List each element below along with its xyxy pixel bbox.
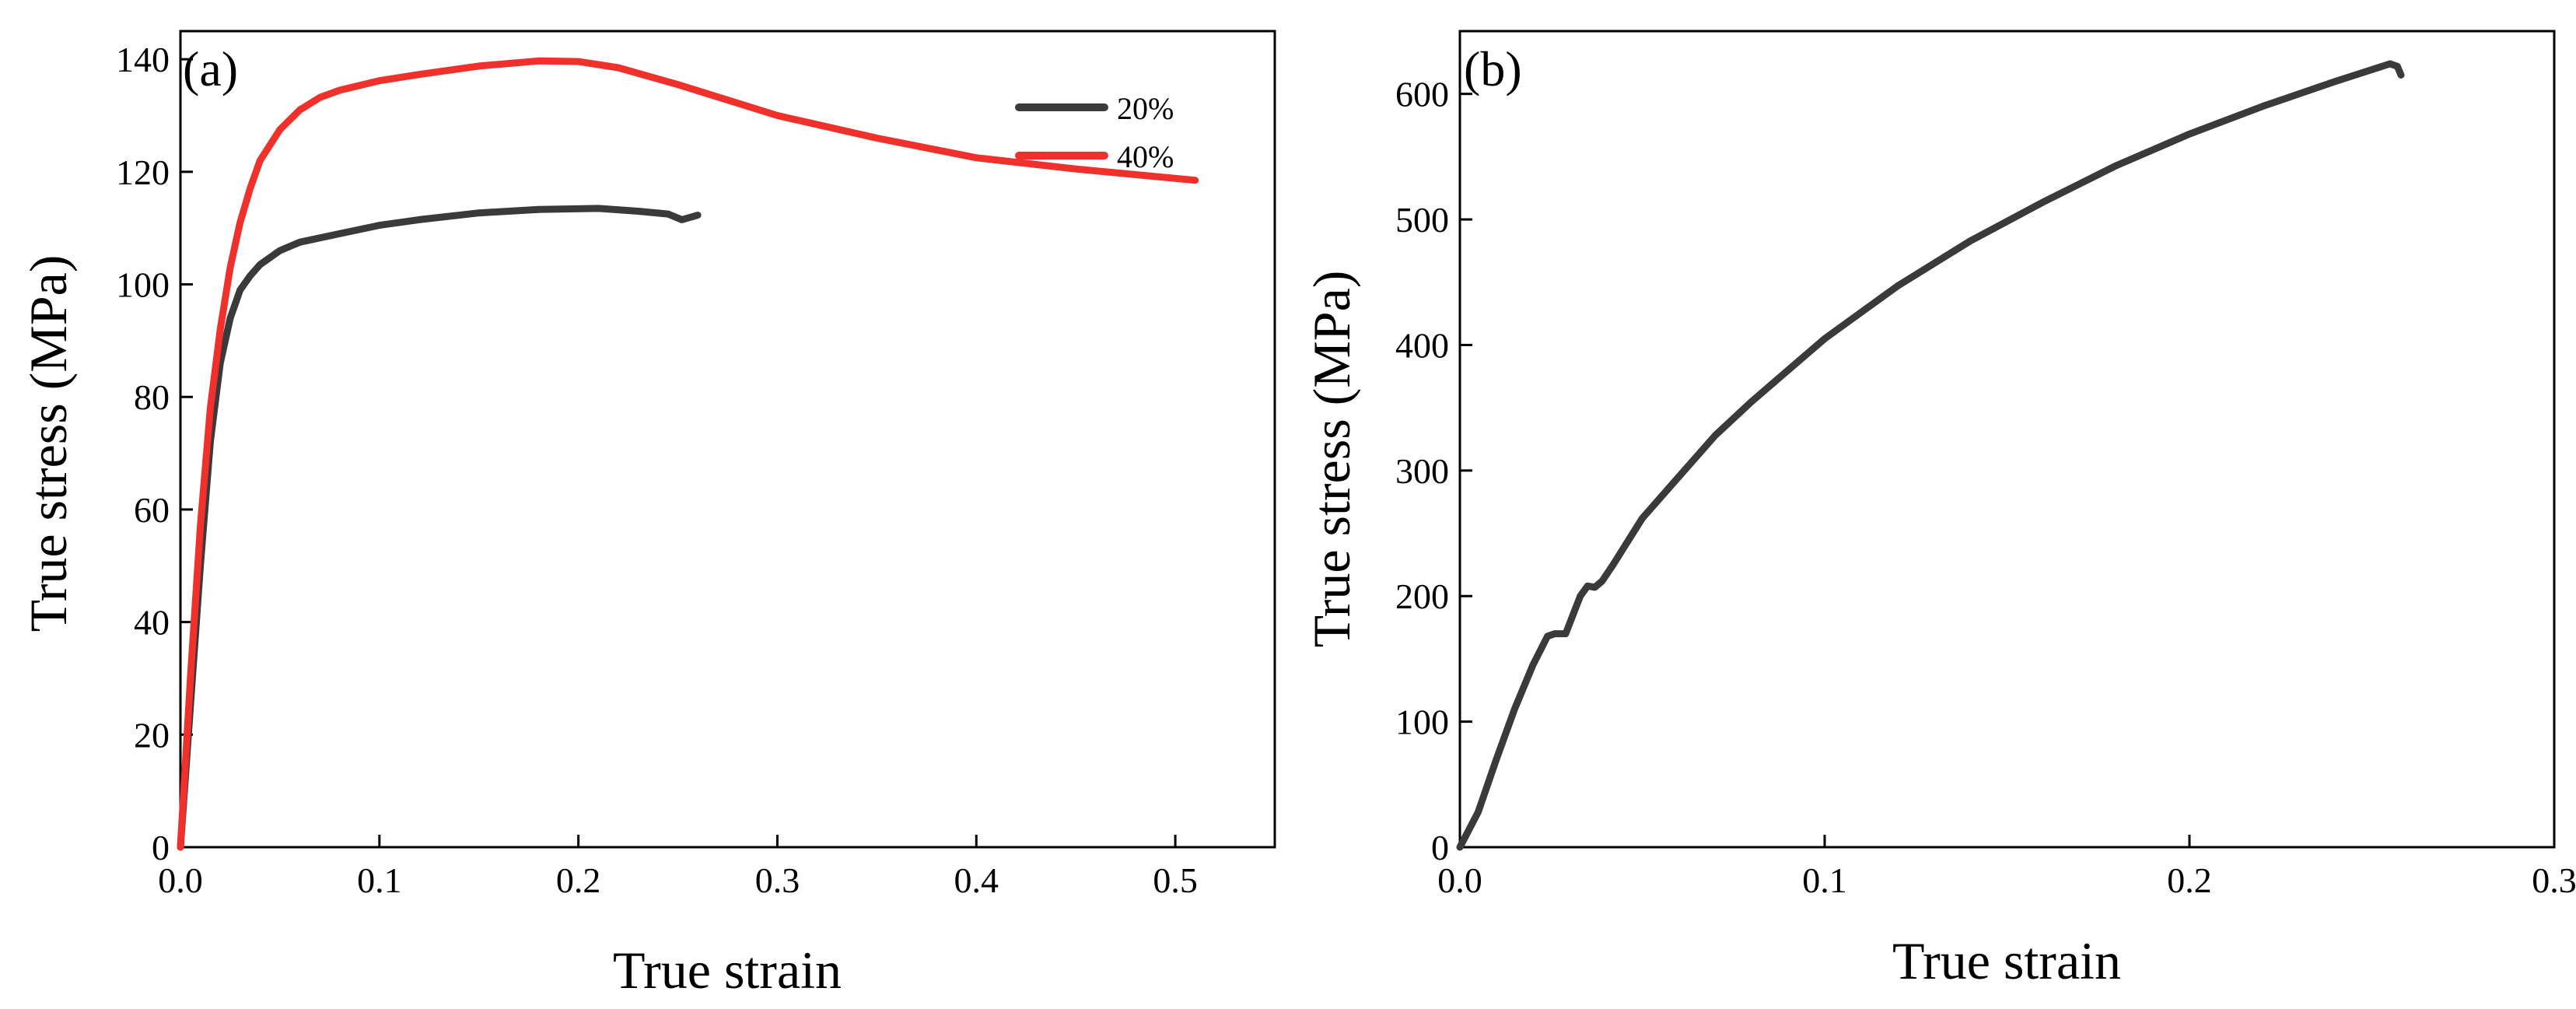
panel-label-b: (b) — [1464, 41, 1522, 96]
plot-frame-a — [179, 30, 1276, 849]
series-group-b — [1456, 60, 2405, 851]
y-tick-label: 40 — [134, 603, 170, 643]
x-tick-label: 0.3 — [755, 860, 800, 900]
y-tick-label: 60 — [134, 490, 170, 530]
y-ticks-b: 0 100 200 300 400 500 600 — [1395, 75, 1472, 867]
x-tick-label: 0.4 — [954, 860, 999, 900]
y-tick-label: 140 — [116, 40, 170, 79]
y-tick-label: 0 — [1431, 828, 1449, 867]
series-line-a-20pct — [177, 205, 702, 851]
y-tick-label: 120 — [116, 152, 170, 192]
y-tick-label: 400 — [1395, 325, 1449, 365]
y-tick-label: 300 — [1395, 451, 1449, 491]
y-tick-label: 100 — [1395, 702, 1449, 742]
y-ticks-a: 0 20 40 60 80 100 120 140 — [116, 40, 193, 867]
x-ticks-b: 0.0 0.1 0.2 0.3 — [1437, 835, 2576, 900]
x-tick-label: 0.1 — [357, 860, 402, 900]
series-group-a — [177, 57, 1199, 851]
series-line-a-40pct — [177, 57, 1199, 851]
x-tick-label: 0.1 — [1802, 860, 1847, 900]
y-tick-label: 500 — [1395, 200, 1449, 240]
y-tick-label: 100 — [116, 265, 170, 305]
chart-panel-b: 0.0 0.1 0.2 0.3 0 100 200 300 400 500 600 (b) Tru… — [1302, 30, 2576, 990]
x-axis-label-b: True strain — [1892, 931, 2121, 990]
y-tick-label: 600 — [1395, 75, 1449, 114]
x-tick-label: 0.5 — [1153, 860, 1198, 900]
plot-frame-b — [1458, 30, 2556, 849]
panel-label-a: (a) — [183, 41, 238, 96]
y-axis-label-a: True stress (MPa) — [19, 255, 78, 632]
x-axis-label-a: True strain — [613, 941, 842, 1000]
legend-label-40: 40% — [1117, 139, 1174, 174]
x-tick-label: 0.0 — [1437, 860, 1482, 900]
x-tick-label: 0.0 — [158, 860, 203, 900]
y-tick-label: 20 — [134, 715, 170, 755]
legend-a: 20% 40% — [1015, 91, 1174, 174]
y-axis-label-b: True stress (MPa) — [1302, 271, 1361, 648]
y-tick-label: 0 — [152, 828, 170, 867]
x-tick-label: 0.2 — [2167, 860, 2212, 900]
x-tick-label: 0.3 — [2532, 860, 2576, 900]
x-tick-label: 0.2 — [556, 860, 601, 900]
chart-panel-a: 0.0 0.1 0.2 0.3 0.4 0.5 0 20 40 60 80 100 120 140 (a… — [19, 30, 1276, 1000]
x-ticks-a: 0.0 0.1 0.2 0.3 0.4 0.5 — [158, 835, 1198, 900]
y-tick-label: 80 — [134, 377, 170, 417]
y-tick-label: 200 — [1395, 576, 1449, 616]
series-line-b-1 — [1456, 60, 2405, 851]
legend-label-20: 20% — [1117, 91, 1174, 126]
